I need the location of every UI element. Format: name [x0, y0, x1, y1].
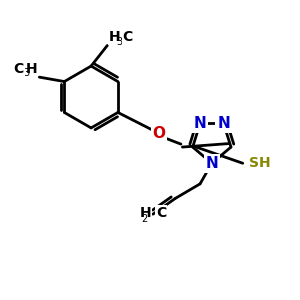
Text: N: N: [217, 116, 230, 131]
Text: H: H: [26, 62, 38, 76]
Text: C: C: [123, 30, 133, 44]
Text: SH: SH: [249, 156, 270, 170]
Text: 3: 3: [24, 68, 30, 78]
Text: 2: 2: [141, 214, 148, 224]
Text: H: H: [109, 30, 120, 44]
Text: 3: 3: [117, 37, 123, 46]
Text: O: O: [152, 126, 165, 141]
Text: C: C: [156, 206, 166, 220]
Text: N: N: [194, 116, 206, 131]
Text: N: N: [206, 156, 218, 171]
Text: H: H: [140, 206, 152, 220]
Text: C: C: [14, 62, 24, 76]
